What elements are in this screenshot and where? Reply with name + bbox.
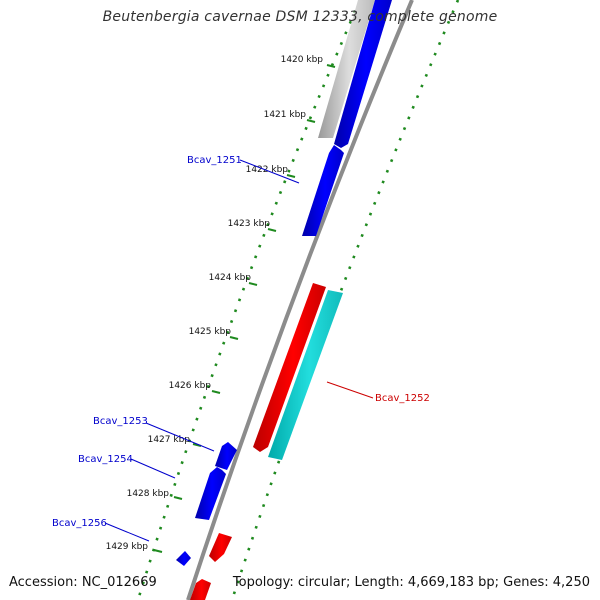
ruler-tick-label: 1421 kbp bbox=[264, 110, 307, 120]
ruler-tick-label: 1423 kbp bbox=[228, 219, 271, 229]
gene-label-bcav-1256[interactable]: Bcav_1256 bbox=[52, 518, 107, 529]
page-title: Beutenbergia cavernae DSM 12333, complet… bbox=[102, 9, 498, 25]
leader-line-bcav-1252 bbox=[326, 381, 374, 399]
leader-line-bcav-1254 bbox=[130, 458, 176, 479]
ruler-tick bbox=[286, 174, 296, 178]
ruler-tick bbox=[192, 443, 202, 447]
gene-grey-arrow bbox=[318, 0, 375, 138]
leader-line-bcav-1256 bbox=[104, 522, 150, 542]
ruler-tick-label: 1424 kbp bbox=[209, 273, 252, 283]
gene-bcav-1254-arrow bbox=[195, 467, 226, 520]
gene-blue-arrow-top bbox=[334, 0, 392, 148]
ruler-tick-label: 1425 kbp bbox=[189, 327, 232, 337]
ruler-tick-label: 1427 kbp bbox=[148, 435, 191, 445]
gene-labels: Bcav_1251 Bcav_1252 Bcav_1253 Bcav_1254 … bbox=[52, 155, 430, 542]
ruler-tick-label: 1426 kbp bbox=[169, 381, 212, 391]
ruler-tick-label: 1429 kbp bbox=[106, 542, 149, 552]
ruler-tick bbox=[267, 228, 277, 232]
leader-line-bcav-1251 bbox=[239, 159, 300, 184]
ruler-tick-label: 1420 kbp bbox=[281, 55, 324, 65]
gene-label-bcav-1251[interactable]: Bcav_1251 bbox=[187, 155, 242, 166]
ruler-tick bbox=[211, 390, 221, 394]
gene-cyan-arrow bbox=[268, 290, 343, 460]
genome-info-text: Topology: circular; Length: 4,669,183 bp… bbox=[232, 575, 590, 590]
gene-label-bcav-1253[interactable]: Bcav_1253 bbox=[93, 416, 148, 427]
ruler-tick bbox=[306, 119, 316, 123]
leader-line-bcav-1253 bbox=[145, 422, 215, 452]
ruler-tick bbox=[326, 64, 336, 68]
accession-text: Accession: NC_012669 bbox=[9, 575, 157, 590]
gene-bcav-1251-arrow bbox=[302, 145, 344, 236]
ruler-tick bbox=[248, 282, 258, 286]
gene-bcav-1256-arrow bbox=[176, 551, 191, 566]
gene-red-arrow-bottom bbox=[190, 579, 211, 600]
ruler-tick bbox=[229, 336, 239, 340]
ruler-tick-label: 1428 kbp bbox=[127, 489, 170, 499]
gene-bcav-1253-arrow bbox=[215, 442, 237, 470]
ruler-track-left bbox=[136, 0, 362, 600]
gene-bcav-1252-arrow bbox=[253, 283, 326, 452]
genome-backbone bbox=[186, 0, 414, 600]
ruler-tick bbox=[173, 496, 183, 500]
gene-label-bcav-1254[interactable]: Bcav_1254 bbox=[78, 454, 133, 465]
gene-red-arrow-small bbox=[209, 533, 232, 562]
gene-label-bcav-1252[interactable]: Bcav_1252 bbox=[375, 393, 430, 404]
ruler-tick bbox=[153, 549, 163, 553]
